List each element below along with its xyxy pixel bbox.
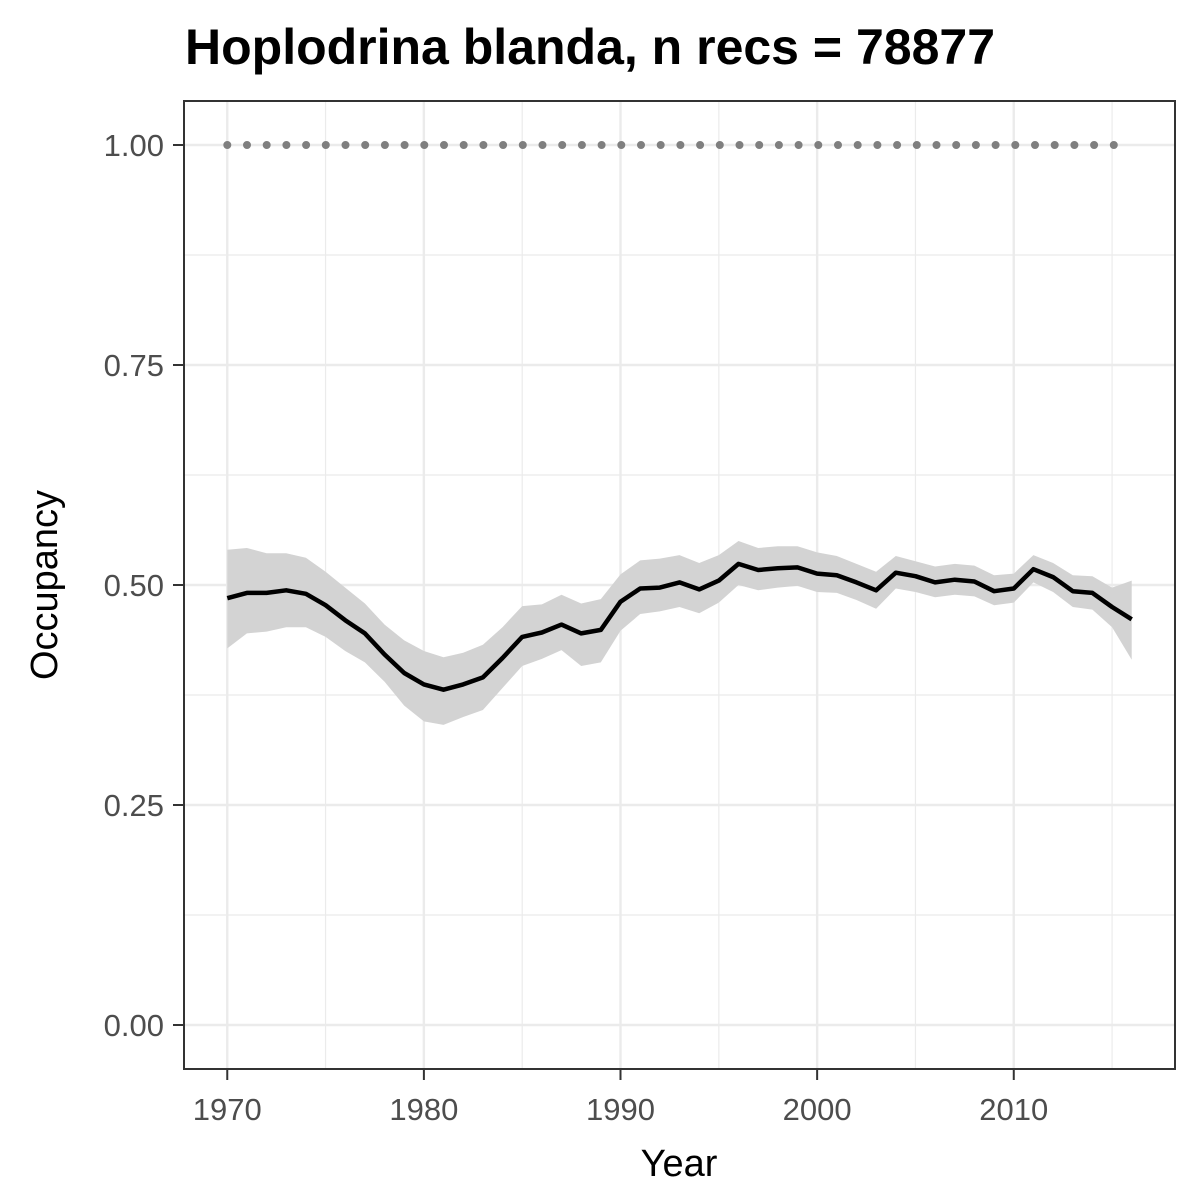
- occupancy-line-layer: [226, 561, 1133, 692]
- x-axis: 1970 1980 1990 2000 2010: [193, 1069, 1048, 1127]
- chart-title: Hoplodrina blanda, n recs = 78877: [185, 19, 995, 75]
- y-axis-title: Occupancy: [24, 490, 66, 680]
- confidence-ribbon-layer: [227, 541, 1132, 725]
- y-tick-label: 0.75: [104, 348, 164, 383]
- x-tick-label: 2000: [783, 1092, 852, 1127]
- confidence-ribbon: [227, 541, 1132, 725]
- y-tick-label: 0.50: [104, 568, 164, 603]
- y-tick-label: 0.25: [104, 788, 164, 823]
- x-axis-title: Year: [641, 1143, 718, 1185]
- y-axis: 0.00 0.25 0.50 0.75 1.00: [104, 128, 184, 1043]
- x-tick-label: 1990: [586, 1092, 655, 1127]
- x-tick-label: 2010: [979, 1092, 1048, 1127]
- y-tick-label: 0.00: [104, 1008, 164, 1043]
- y-tick-label: 1.00: [104, 128, 164, 163]
- occupancy-line: [226, 561, 1133, 692]
- x-tick-label: 1980: [389, 1092, 458, 1127]
- x-tick-label: 1970: [193, 1092, 262, 1127]
